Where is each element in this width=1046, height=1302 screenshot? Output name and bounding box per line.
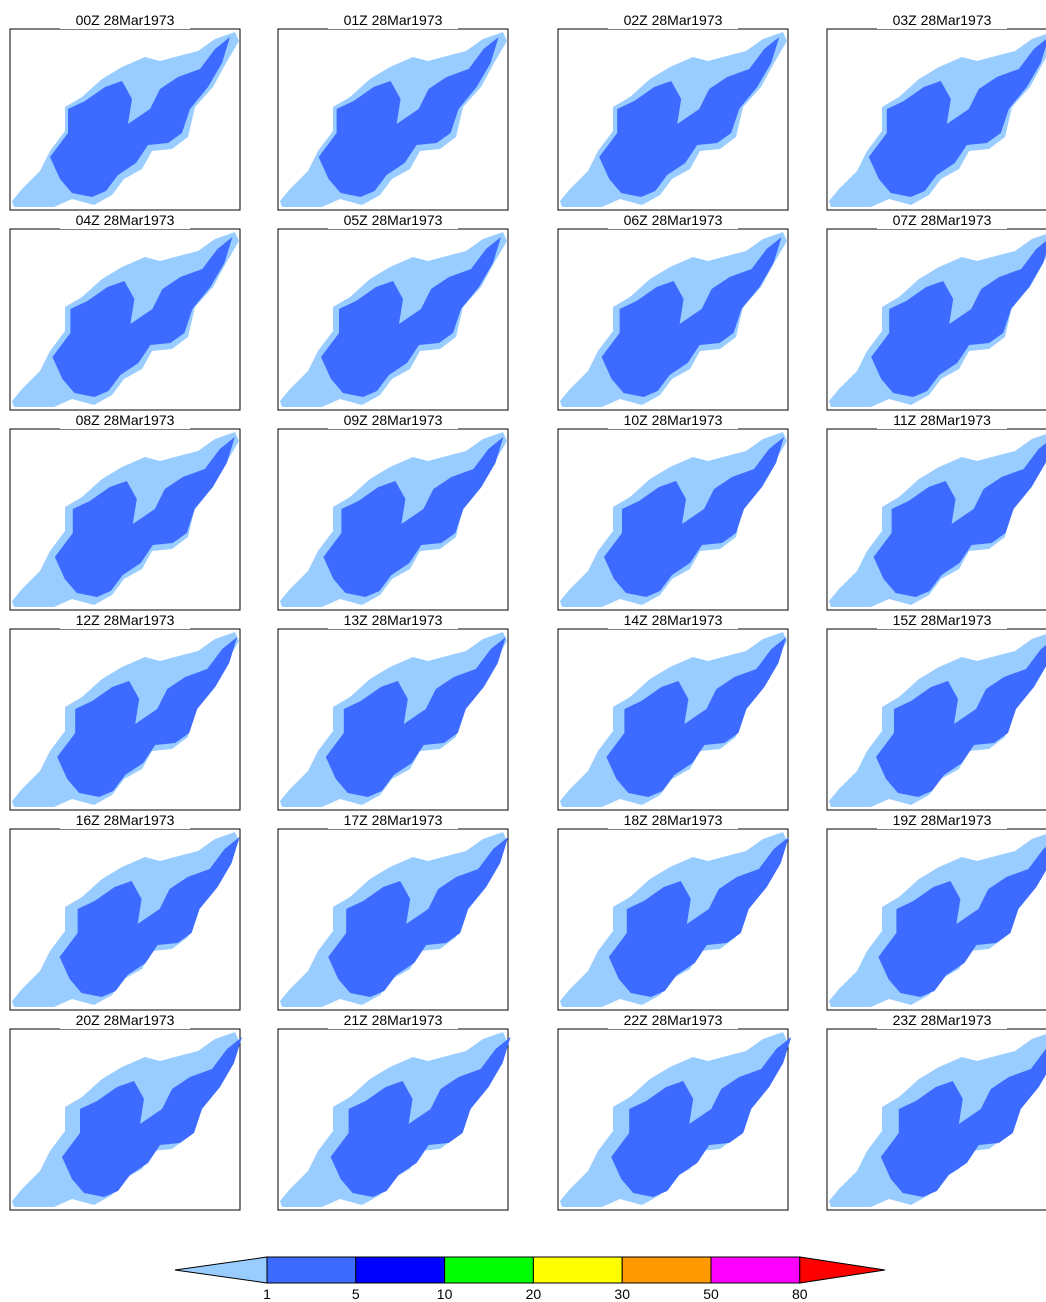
- panel-title: 02Z 28Mar1973: [624, 12, 723, 28]
- title-bg: [60, 13, 190, 29]
- colorbar-segment: [532, 1256, 623, 1284]
- colorbar-segment: [355, 1256, 446, 1284]
- colorbar-label: 10: [437, 1286, 453, 1302]
- title-bg: [328, 1013, 458, 1029]
- panel-title: 11Z 28Mar1973: [893, 412, 991, 428]
- colorbar-label: 50: [703, 1286, 719, 1302]
- title-bg: [60, 613, 190, 629]
- title-bg: [877, 813, 1007, 829]
- panel-title: 03Z 28Mar1973: [893, 12, 992, 28]
- panel-title: 19Z 28Mar1973: [893, 812, 992, 828]
- title-bg: [608, 413, 738, 429]
- panel-title: 04Z 28Mar1973: [76, 212, 175, 228]
- title-bg: [608, 813, 738, 829]
- title-bg: [608, 1013, 738, 1029]
- panel-title: 08Z 28Mar1973: [76, 412, 175, 428]
- colorbar-label: 5: [352, 1286, 360, 1302]
- panel-title: 07Z 28Mar1973: [893, 212, 992, 228]
- title-bg: [877, 213, 1007, 229]
- panel-title: 12Z 28Mar1973: [76, 612, 175, 628]
- title-bg: [608, 213, 738, 229]
- panel-title: 17Z 28Mar1973: [344, 812, 443, 828]
- title-bg: [877, 613, 1007, 629]
- title-bg: [877, 413, 1007, 429]
- panel-title: 09Z 28Mar1973: [344, 412, 443, 428]
- panel-title: 06Z 28Mar1973: [624, 212, 723, 228]
- colorbar-segment: [710, 1256, 801, 1284]
- colorbar-segment: [266, 1256, 357, 1284]
- title-bg: [608, 613, 738, 629]
- title-bg: [328, 413, 458, 429]
- colorbar-label: 20: [526, 1286, 542, 1302]
- title-bg: [328, 613, 458, 629]
- title-bg: [328, 13, 458, 29]
- title-bg: [877, 1013, 1007, 1029]
- panel-title: 16Z 28Mar1973: [76, 812, 175, 828]
- title-bg: [60, 413, 190, 429]
- panel-title: 01Z 28Mar1973: [344, 12, 443, 28]
- colorbar-label: 30: [614, 1286, 630, 1302]
- title-bg: [60, 813, 190, 829]
- title-bg: [608, 13, 738, 29]
- colorbar-arrow-low: [174, 1256, 268, 1284]
- panel-title: 23Z 28Mar1973: [893, 1012, 992, 1028]
- panel-title: 18Z 28Mar1973: [624, 812, 723, 828]
- panel-title: 00Z 28Mar1973: [76, 12, 175, 28]
- colorbar-segment: [621, 1256, 712, 1284]
- panel-title: 22Z 28Mar1973: [624, 1012, 723, 1028]
- panel-title: 13Z 28Mar1973: [344, 612, 443, 628]
- panel-title: 05Z 28Mar1973: [344, 212, 443, 228]
- title-bg: [60, 1013, 190, 1029]
- panel-title: 15Z 28Mar1973: [893, 612, 992, 628]
- colorbar-label: 1: [263, 1286, 271, 1302]
- colorbar-label: 80: [792, 1286, 808, 1302]
- panel-title: 10Z 28Mar1973: [624, 412, 723, 428]
- title-bg: [877, 13, 1007, 29]
- panel-title: 14Z 28Mar1973: [624, 612, 723, 628]
- panel-title: 20Z 28Mar1973: [76, 1012, 175, 1028]
- title-bg: [328, 213, 458, 229]
- panel-title: 21Z 28Mar1973: [344, 1012, 443, 1028]
- colorbar-arrow-high: [799, 1256, 886, 1284]
- colorbar-segment: [444, 1256, 534, 1284]
- title-bg: [60, 213, 190, 229]
- title-bg: [328, 813, 458, 829]
